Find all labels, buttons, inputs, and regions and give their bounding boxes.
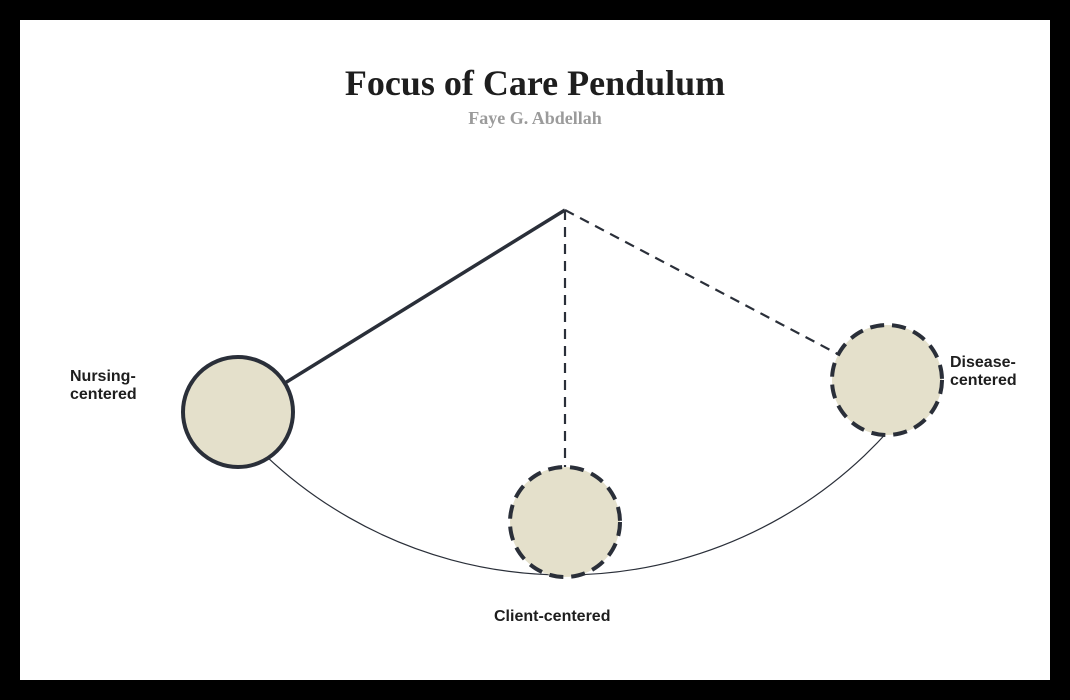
pendulum-bob-client	[510, 467, 620, 577]
pendulum-bob-disease	[832, 325, 942, 435]
pendulum-svg	[20, 20, 1050, 680]
pendulum-string-disease	[565, 210, 838, 354]
diagram-frame: Focus of Care Pendulum Faye G. Abdellah …	[20, 20, 1050, 680]
pendulum-string-nursing	[285, 210, 565, 383]
label-disease: Disease-centered	[950, 354, 1017, 391]
label-client: Client-centered	[494, 608, 610, 626]
label-nursing: Nursing-centered	[70, 368, 137, 405]
pendulum-bob-nursing	[183, 357, 293, 467]
